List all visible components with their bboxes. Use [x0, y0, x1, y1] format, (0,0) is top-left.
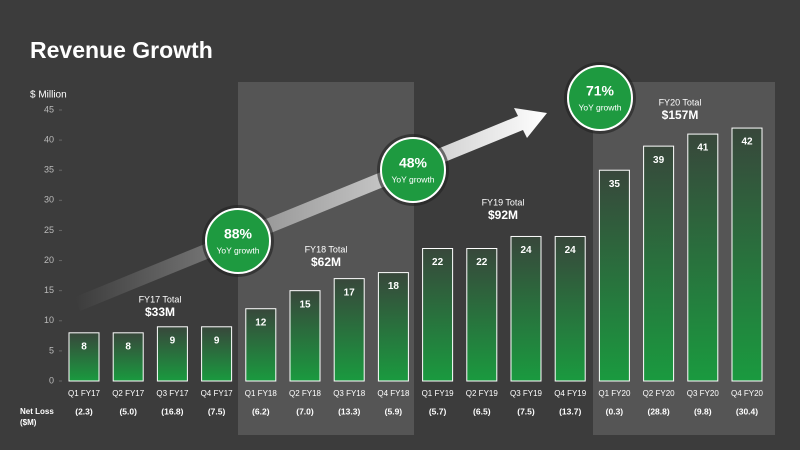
net-loss-value: (5.9)	[385, 406, 403, 416]
bar-value-label: 24	[520, 245, 532, 256]
bar	[112, 332, 144, 382]
group-total-label: FY19 Total	[482, 197, 525, 207]
group-total-label: FY20 Total	[659, 97, 702, 107]
x-tick-label: Q1 FY19	[422, 389, 455, 398]
net-loss-value: (30.4)	[736, 406, 758, 416]
bar	[333, 278, 365, 382]
y-tick-label: 15	[44, 285, 54, 295]
y-tick-label: 40	[44, 134, 54, 144]
group-total-label: FY17 Total	[139, 294, 182, 304]
x-tick-label: Q4 FY19	[554, 389, 587, 398]
net-loss-value: (2.3)	[75, 406, 93, 416]
bar	[598, 169, 630, 382]
net-loss-value: (6.2)	[252, 406, 270, 416]
growth-bubble	[205, 208, 271, 274]
net-loss-value: (7.5)	[208, 406, 226, 416]
net-loss-value: (5.7)	[429, 406, 447, 416]
bar	[643, 145, 675, 382]
net-loss-value: (5.0)	[119, 406, 137, 416]
bar-value-label: 9	[214, 335, 220, 346]
x-tick-label: Q1 FY17	[68, 389, 101, 398]
bar	[245, 308, 277, 382]
net-loss-value: (7.5)	[517, 406, 535, 416]
group-total-value: $157M	[662, 108, 699, 122]
y-tick-label: 30	[44, 195, 54, 205]
net-loss-value: (7.0)	[296, 406, 314, 416]
y-tick-label: 45	[44, 104, 54, 114]
x-tick-label: Q2 FY18	[289, 389, 322, 398]
bar	[687, 133, 719, 382]
y-tick-label: 25	[44, 225, 54, 235]
bar	[554, 235, 586, 382]
net-loss-label: Net Loss	[20, 407, 54, 416]
growth-value: 88%	[224, 226, 253, 242]
bar-value-label: 42	[741, 137, 753, 148]
x-tick-label: Q1 FY20	[598, 389, 631, 398]
bar-value-label: 24	[565, 245, 577, 256]
bar-value-label: 22	[476, 257, 488, 268]
bar	[731, 127, 763, 382]
bar-value-label: 22	[432, 257, 444, 268]
x-tick-label: Q3 FY20	[687, 389, 720, 398]
group-total-label: FY18 Total	[305, 244, 348, 254]
net-loss-value: (9.8)	[694, 406, 712, 416]
bar	[466, 248, 498, 382]
growth-value: 48%	[399, 155, 428, 171]
bar-value-label: 8	[81, 341, 87, 352]
x-tick-label: Q3 FY18	[333, 389, 366, 398]
group-total-value: $92M	[488, 208, 518, 222]
group-total-value: $62M	[311, 255, 341, 269]
bar-value-label: 9	[170, 335, 176, 346]
bar-value-label: 8	[125, 341, 131, 352]
growth-bubble	[380, 137, 446, 203]
x-tick-label: Q4 FY17	[201, 389, 234, 398]
y-tick-label: 35	[44, 165, 54, 175]
y-tick-label: 10	[44, 315, 54, 325]
y-tick-label: 5	[49, 345, 54, 355]
bar	[156, 326, 188, 382]
bar	[289, 290, 321, 382]
bar-value-label: 41	[697, 143, 709, 154]
bar	[510, 235, 542, 382]
net-loss-label: ($M)	[20, 418, 37, 427]
y-tick-label: 0	[49, 375, 54, 385]
x-tick-label: Q4 FY18	[377, 389, 410, 398]
growth-bubble	[567, 65, 633, 131]
growth-label: YoY growth	[391, 174, 434, 184]
group-total-value: $33M	[145, 305, 175, 319]
y-tick-label: 20	[44, 255, 54, 265]
bar-value-label: 18	[388, 281, 400, 292]
bar	[422, 248, 454, 382]
bar	[201, 326, 233, 382]
net-loss-value: (16.8)	[161, 406, 183, 416]
net-loss-value: (13.7)	[559, 406, 581, 416]
growth-label: YoY growth	[216, 245, 259, 255]
bar	[68, 332, 100, 382]
x-tick-label: Q3 FY17	[156, 389, 189, 398]
net-loss-value: (0.3)	[606, 406, 624, 416]
x-tick-label: Q2 FY19	[466, 389, 499, 398]
net-loss-value: (28.8)	[647, 406, 669, 416]
growth-value: 71%	[586, 83, 615, 99]
x-tick-label: Q2 FY17	[112, 389, 145, 398]
x-tick-label: Q4 FY20	[731, 389, 764, 398]
x-tick-label: Q1 FY18	[245, 389, 278, 398]
chart-title: Revenue Growth	[30, 37, 213, 63]
x-tick-label: Q2 FY20	[643, 389, 676, 398]
net-loss-value: (6.5)	[473, 406, 491, 416]
bar-value-label: 17	[344, 287, 356, 298]
x-tick-label: Q3 FY19	[510, 389, 543, 398]
bar-value-label: 12	[255, 317, 267, 328]
bar-value-label: 39	[653, 155, 665, 166]
y-axis-label: $ Million	[30, 90, 67, 101]
growth-label: YoY growth	[578, 102, 621, 112]
bar	[377, 272, 409, 382]
net-loss-value: (13.3)	[338, 406, 360, 416]
bar-value-label: 15	[299, 299, 311, 310]
bar-value-label: 35	[609, 179, 621, 190]
